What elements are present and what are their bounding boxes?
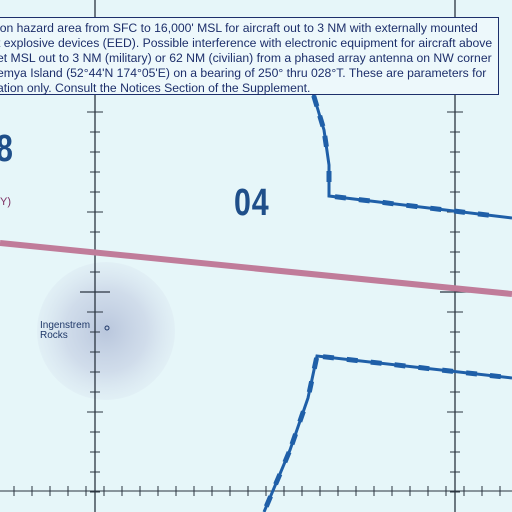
notice-box: ion hazard area from SFC to 16,000' MSL … <box>0 17 499 95</box>
notice-line: emya Island (52°44'N 174°05'E) on a bear… <box>0 66 487 80</box>
notice-line: ation only. Consult the Notices Section … <box>0 81 311 95</box>
area-number-left: 8 <box>0 128 14 171</box>
notice-line: ion hazard area from SFC to 16,000' MSL … <box>0 21 478 35</box>
rocks-halo <box>37 262 175 400</box>
rock-symbol[interactable] <box>104 325 110 331</box>
notice-line: t explosive devices (EED). Possible inte… <box>0 36 493 50</box>
notice-line: et MSL out to 3 NM (military) or 62 NM (… <box>0 51 492 65</box>
airspace-boundary-lower[interactable] <box>262 354 512 512</box>
feature-label-line2: Rocks <box>40 330 68 341</box>
airspace-boundary-upper[interactable] <box>310 89 512 220</box>
feature-label-rocks[interactable]: Ingenstrem Rocks <box>40 321 90 341</box>
area-number-right: 04 <box>234 182 270 224</box>
feature-label-line1: Ingenstrem <box>40 320 91 331</box>
edge-letter-label: Y) <box>0 196 11 208</box>
airway-route-line[interactable] <box>0 240 512 297</box>
